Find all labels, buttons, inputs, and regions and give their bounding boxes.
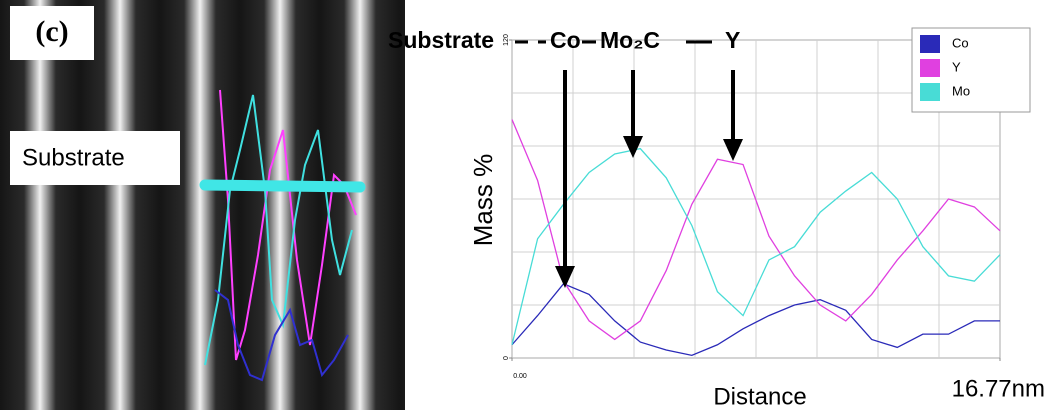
annotation: Substrate	[388, 27, 494, 53]
legend-swatch	[920, 59, 940, 77]
legend-swatch	[920, 35, 940, 53]
arrows	[555, 70, 743, 288]
legend-label: Y	[952, 59, 961, 74]
image-label: Substrate	[22, 144, 125, 171]
legend-label: Mo	[952, 83, 970, 98]
stripe-image	[0, 0, 405, 410]
overlay-co	[214, 289, 349, 382]
scan-line	[199, 179, 366, 193]
y-tick-label: 0	[503, 356, 510, 360]
x-tick-label: 0.00	[513, 373, 527, 380]
x-axis-title: Distance	[713, 383, 806, 410]
overlay-y	[219, 89, 357, 361]
annotation: Y	[725, 27, 740, 53]
series-layer	[511, 119, 1001, 357]
series-line	[511, 119, 1001, 341]
y-tick-label: 120	[503, 34, 510, 46]
micrograph: (c) Substrate	[0, 0, 405, 410]
legend-label: Co	[952, 35, 969, 50]
x-tick-label: 16.77nm	[952, 375, 1045, 402]
label-box	[10, 6, 94, 60]
annotation: Mo₂C	[600, 27, 660, 53]
panel-label: (c)	[35, 15, 68, 48]
series-line	[511, 147, 1001, 345]
y-axis-title: Mass %	[468, 154, 498, 246]
series-line	[511, 283, 1000, 357]
legend: Co Y Mo	[911, 27, 1031, 113]
label-box	[10, 131, 180, 185]
legend-swatch	[920, 83, 940, 101]
annotation: Co	[550, 27, 581, 53]
